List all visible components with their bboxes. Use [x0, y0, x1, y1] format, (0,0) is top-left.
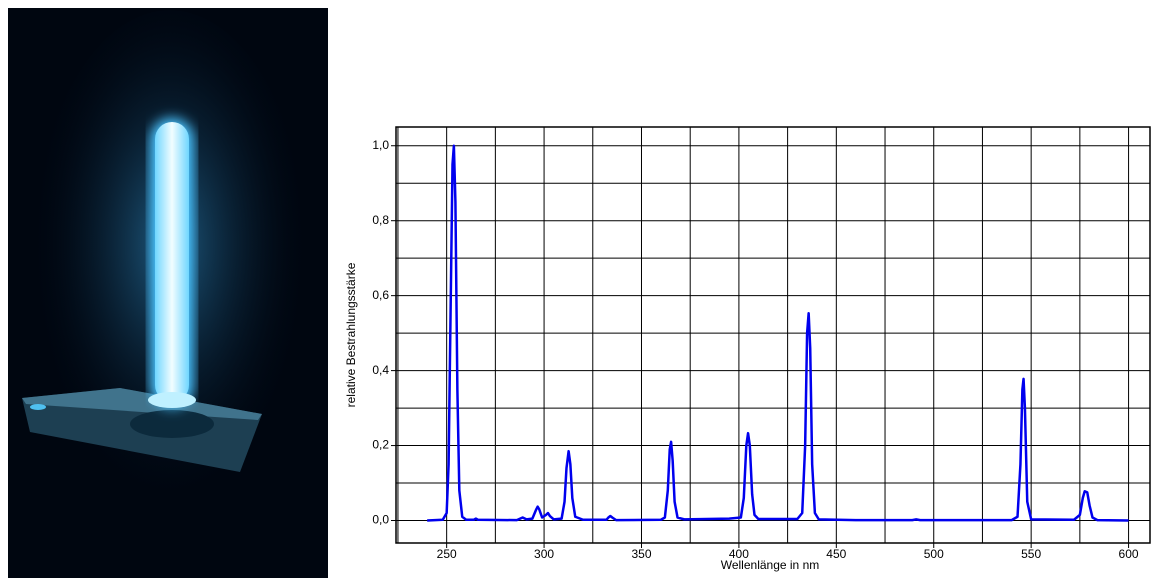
x-tick-label: 300 [534, 547, 554, 561]
x-tick-label: 450 [826, 547, 846, 561]
x-tick-label: 550 [1021, 547, 1041, 561]
x-tick-label: 350 [631, 547, 651, 561]
y-tick-label: 0,8 [372, 213, 389, 227]
lamp-photo [8, 8, 328, 578]
x-tick-label: 500 [924, 547, 944, 561]
y-tick-label: 0,0 [372, 513, 389, 527]
x-tick-label: 600 [1119, 547, 1139, 561]
y-tick-label: 0,4 [372, 363, 389, 377]
x-axis-label: Wellenlänge in nm [721, 558, 820, 572]
x-tick-label: 250 [437, 547, 457, 561]
spectrum-line [427, 144, 1129, 522]
y-tick-label: 1,0 [372, 138, 389, 152]
x-tick-label: 400 [729, 547, 749, 561]
plot-frame [395, 126, 1151, 544]
y-axis-label: relative Bestrahlungsstärke [344, 262, 358, 407]
y-tick-label: 0,2 [372, 438, 389, 452]
y-tick-label: 0,6 [372, 288, 389, 302]
